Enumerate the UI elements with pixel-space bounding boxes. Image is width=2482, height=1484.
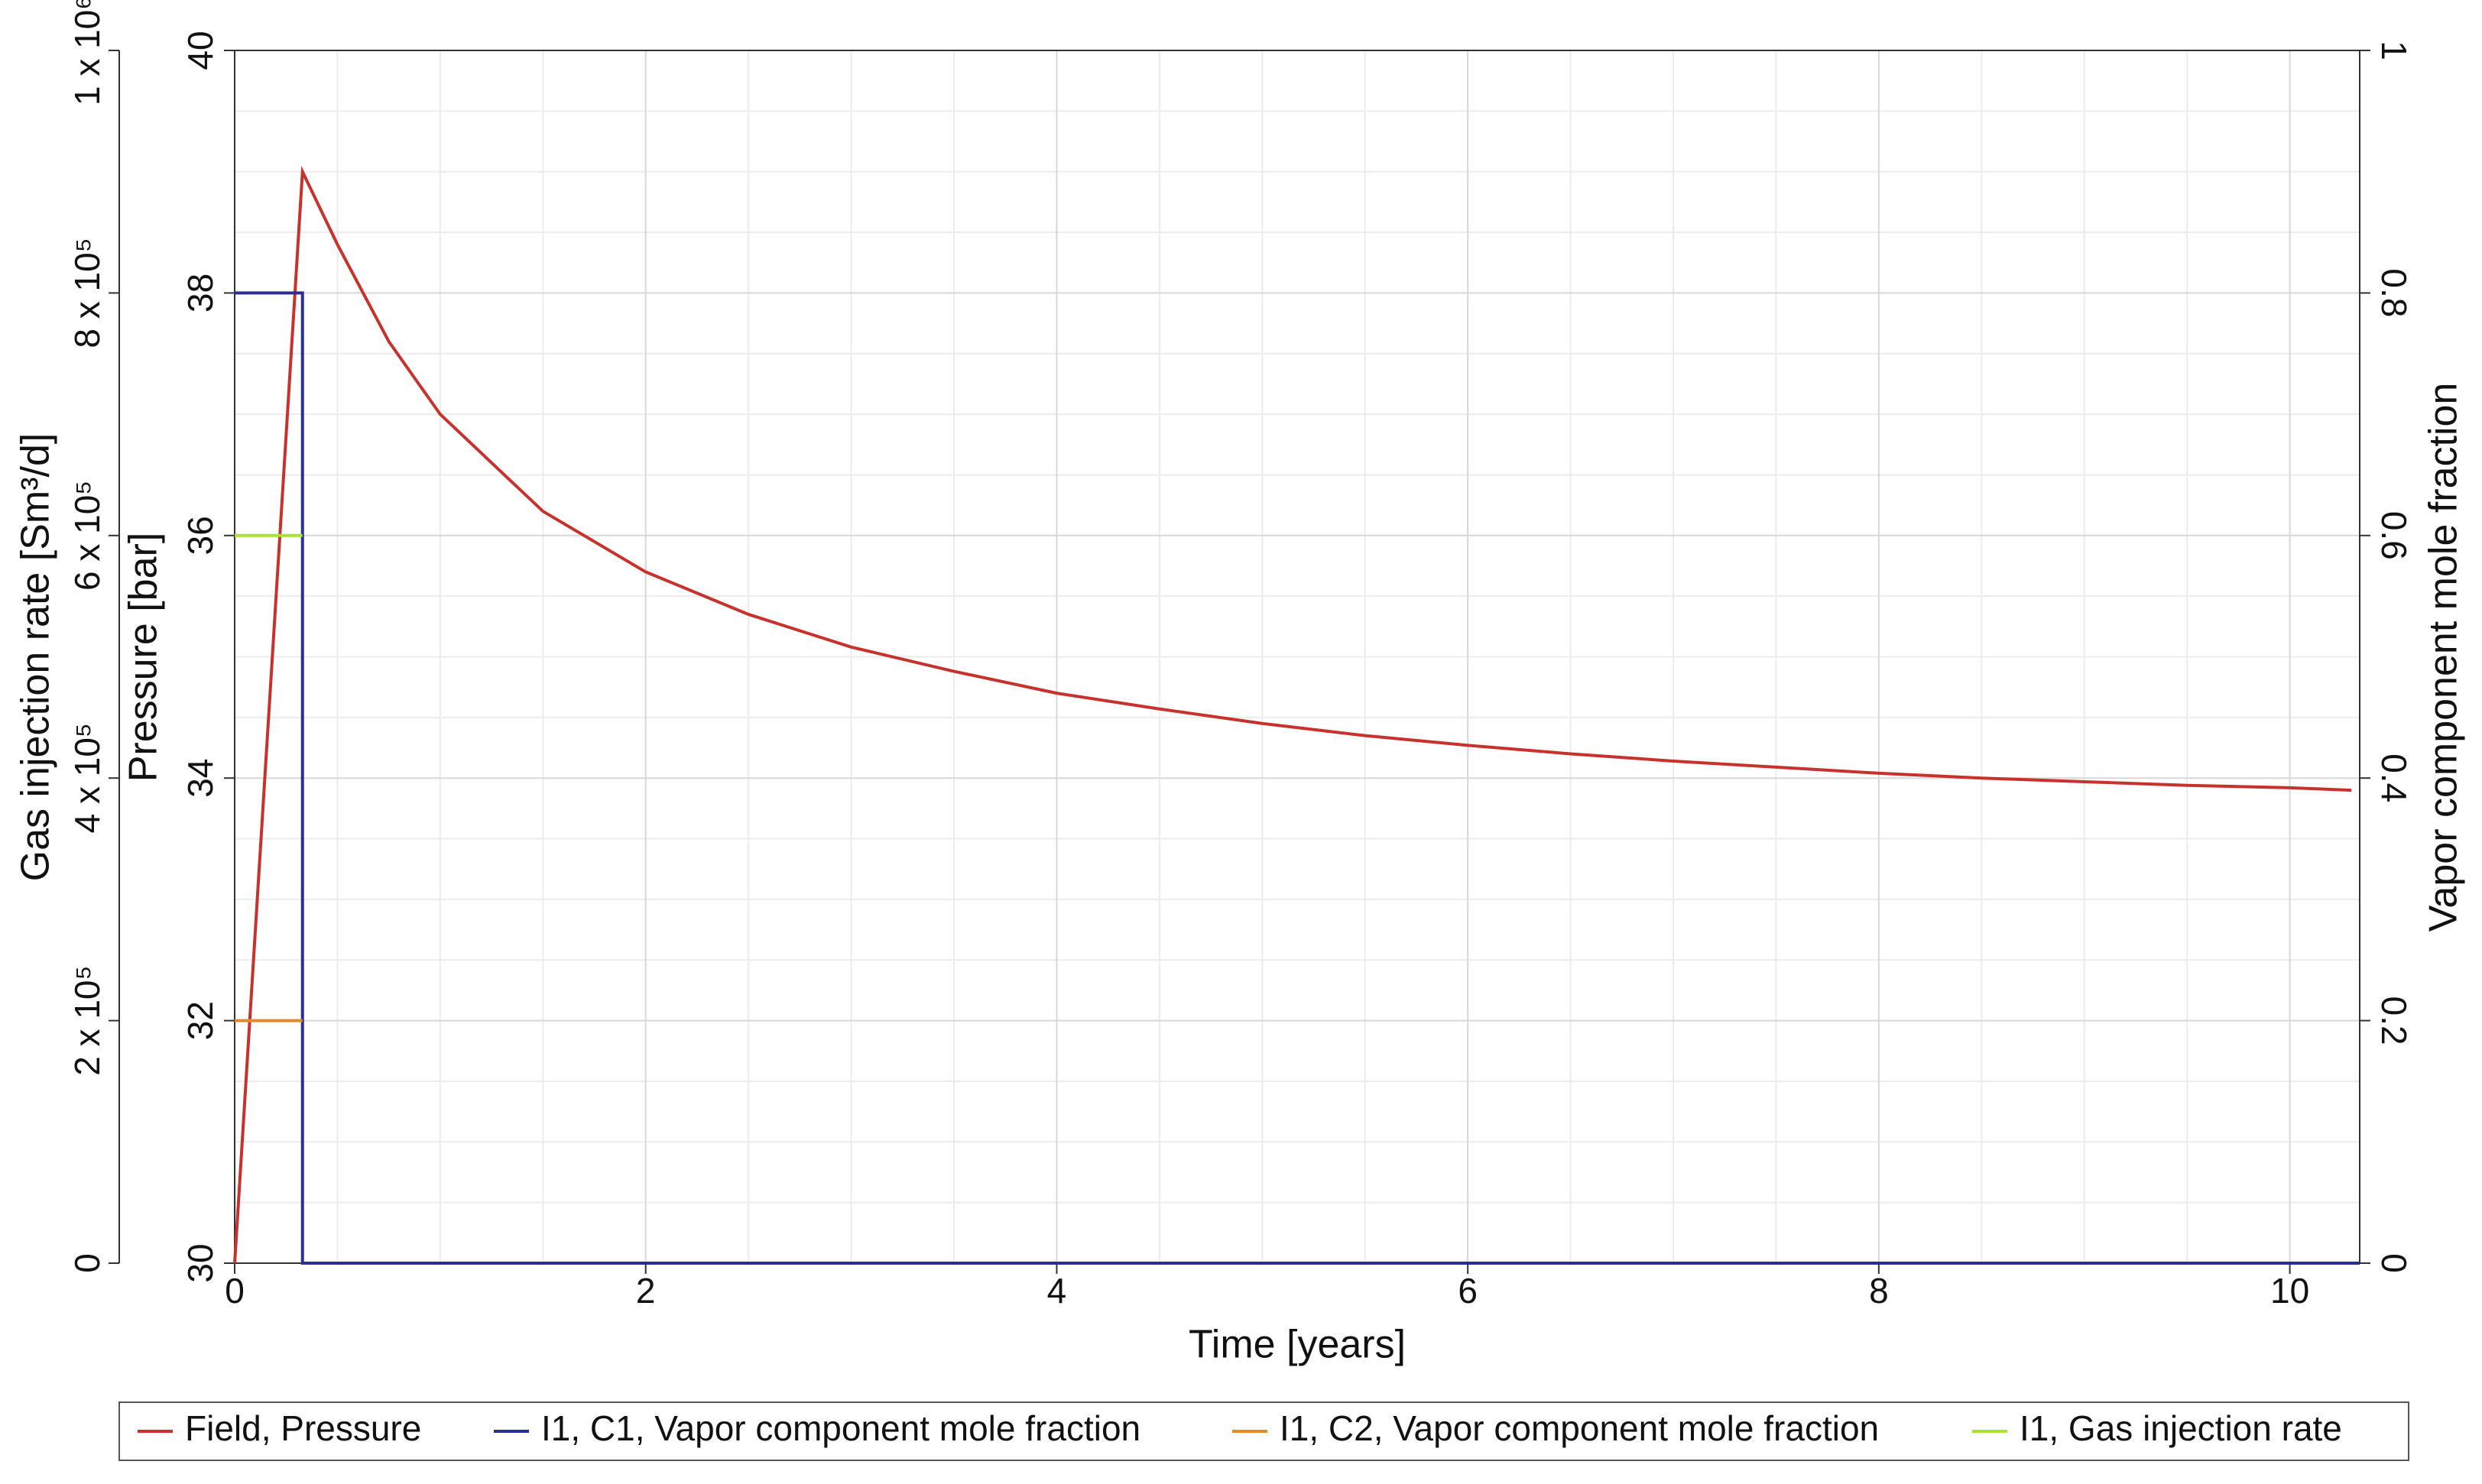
y-axis-title: Pressure [bar] [122,533,166,783]
x-tick-label: 0 [225,1271,245,1311]
y2-tick-label: 0.4 [2374,753,2414,802]
legend-label: I1, Gas injection rate [2020,1408,2342,1448]
series-line [233,165,2352,1264]
y-tick-label: 32 [180,1001,220,1040]
y3-tick-label: 4 x 10⁵ [67,723,107,833]
legend-label: Field, Pressure [185,1408,421,1448]
y-tick-label: 34 [180,759,220,798]
y2-axis-title: Vapor component mole fraction [2422,383,2466,932]
legend-label: I1, C1, Vapor component mole fraction [541,1408,1140,1448]
y3-axis-title: Gas injection rate [Sm³/d] [14,433,58,882]
y-tick-label: 30 [180,1243,220,1282]
x-tick-label: 2 [636,1271,656,1311]
y-tick-label: 40 [180,31,220,70]
y-tick-label: 36 [180,516,220,555]
x-axis-title: Time [years] [1189,1323,1406,1367]
y3-tick-label: 6 x 10⁵ [67,481,107,591]
y3-tick-label: 8 x 10⁵ [67,238,107,348]
y2-tick-label: 0 [2374,1253,2414,1273]
y2-tick-label: 1 [2374,41,2414,60]
y-tick-label: 38 [180,274,220,313]
series-line [235,291,2360,1265]
y2-tick-label: 0.2 [2374,996,2414,1045]
y2-tick-label: 0.8 [2374,268,2414,317]
x-tick-label: 10 [2270,1271,2309,1311]
x-tick-label: 6 [1458,1271,1478,1311]
y3-tick-label: 0 [67,1253,107,1273]
y3-tick-label: 2 x 10⁵ [67,965,107,1075]
y2-tick-label: 0.6 [2374,511,2414,560]
x-tick-label: 8 [1869,1271,1889,1311]
y3-tick-label: 1 x 10⁶ [67,0,107,105]
legend-label: I1, C2, Vapor component mole fraction [1280,1408,1879,1448]
x-tick-label: 4 [1047,1271,1067,1311]
